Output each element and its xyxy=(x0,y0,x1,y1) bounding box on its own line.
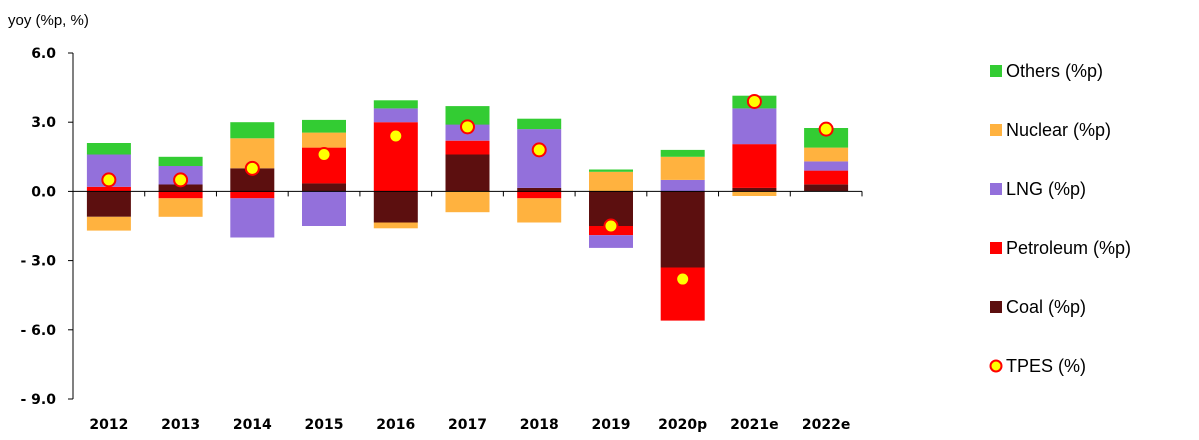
bar-petroleum-2013 xyxy=(158,191,203,199)
bar-nuclear-2021e xyxy=(732,191,777,196)
bar-others-2018 xyxy=(517,118,562,130)
bar-lng-2016 xyxy=(373,108,418,123)
x-tick-label: 2021e xyxy=(730,417,778,433)
bar-coal-2013 xyxy=(158,184,203,192)
bar-coal-2016 xyxy=(373,191,418,223)
bar-others-2022e xyxy=(804,128,849,148)
bar-others-2014 xyxy=(230,122,275,139)
x-tick-label: 2012 xyxy=(89,417,128,433)
tpes-marker-2018 xyxy=(531,142,547,158)
bar-others-2013 xyxy=(158,156,203,166)
bar-petroleum-2014 xyxy=(230,191,275,199)
tpes-marker-2017 xyxy=(460,119,475,135)
bar-coal-2014 xyxy=(230,168,275,192)
bar-others-2017 xyxy=(445,106,490,125)
x-tick-label: 2018 xyxy=(520,417,559,433)
bar-lng-2020p xyxy=(660,179,705,192)
bar-nuclear-2017 xyxy=(445,191,490,213)
bar-lng-2014 xyxy=(230,198,275,238)
bar-nuclear-2012 xyxy=(86,216,131,231)
y-tick-label: - 9.0 xyxy=(21,392,57,408)
x-tick-label: 2022e xyxy=(802,417,850,433)
tpes-marker-2014 xyxy=(244,160,260,176)
legend-label-others: Others (%p) xyxy=(1006,61,1103,81)
bar-coal-2017 xyxy=(445,154,490,192)
bar-nuclear-2016 xyxy=(373,222,418,229)
legend-label-nuclear: Nuclear (%p) xyxy=(1006,120,1111,140)
y-tick-label: - 6.0 xyxy=(21,323,57,339)
bar-coal-2015 xyxy=(302,183,346,192)
x-tick-label: 2020p xyxy=(658,417,707,433)
tpes-marker-2015 xyxy=(316,146,332,162)
y-tick-label: 3.0 xyxy=(31,115,56,131)
bar-coal-2021e xyxy=(732,187,777,192)
legend: Others (%p) Nuclear (%p) LNG (%p) Petroleum… xyxy=(989,61,1131,376)
bar-coal-2012 xyxy=(86,191,131,217)
tpes-markers-group xyxy=(101,93,834,287)
y-tick-label: 6.0 xyxy=(31,46,56,62)
legend-swatch-nuclear xyxy=(990,124,1002,136)
tpes-marker-2020p xyxy=(675,271,691,287)
bar-others-2015 xyxy=(302,119,346,133)
tpes-marker-2013 xyxy=(173,172,189,188)
bar-petroleum-2017 xyxy=(445,140,490,155)
tpes-marker-2019 xyxy=(603,218,619,234)
x-tick-label: 2019 xyxy=(591,417,630,433)
legend-label-coal: Coal (%p) xyxy=(1006,297,1086,317)
legend-label-lng: LNG (%p) xyxy=(1006,179,1086,199)
bar-nuclear-2015 xyxy=(302,132,346,148)
x-tick-label: 2016 xyxy=(376,417,415,433)
y-axis-title: yoy (%p, %) xyxy=(8,12,89,29)
x-tick-label: 2017 xyxy=(448,417,487,433)
legend-swatch-coal xyxy=(990,301,1002,313)
legend-swatch-tpes xyxy=(989,359,1003,373)
bar-others-2020p xyxy=(660,149,705,157)
bar-lng-2021e xyxy=(732,108,777,145)
x-tick-label: 2015 xyxy=(305,417,344,433)
bar-nuclear-2013 xyxy=(158,198,203,217)
bar-lng-2018 xyxy=(517,129,562,188)
bar-nuclear-2019 xyxy=(589,171,633,192)
legend-swatch-lng xyxy=(990,183,1002,195)
bar-petroleum-2018 xyxy=(517,191,562,199)
bar-others-2016 xyxy=(373,100,418,109)
legend-label-petroleum: Petroleum (%p) xyxy=(1006,238,1131,258)
bar-nuclear-2022e xyxy=(804,147,849,162)
bar-coal-2020p xyxy=(660,191,705,268)
bar-nuclear-2020p xyxy=(660,156,705,180)
bar-others-2012 xyxy=(86,143,131,155)
tpes-marker-2012 xyxy=(101,172,117,188)
y-tick-label: 0.0 xyxy=(31,184,56,200)
bar-petroleum-2021e xyxy=(732,144,777,188)
tpes-marker-2021e xyxy=(746,93,762,109)
bar-nuclear-2018 xyxy=(517,198,562,223)
legend-label-tpes: TPES (%) xyxy=(1006,356,1086,376)
legend-swatch-others xyxy=(990,65,1002,77)
bar-lng-2015 xyxy=(302,191,346,226)
tpes-marker-2022e xyxy=(818,121,834,137)
axes-group: 6.0 3.0 0.0 - 3.0 - 6.0 - 9.0 2012 2013 2014 2015… xyxy=(21,46,863,433)
bar-petroleum-2012 xyxy=(86,186,131,192)
bar-petroleum-2022e xyxy=(804,170,849,185)
bar-others-2019 xyxy=(589,169,633,172)
x-tick-label: 2014 xyxy=(233,417,272,433)
tpes-marker-2016 xyxy=(388,128,404,144)
y-tick-label: - 3.0 xyxy=(21,254,57,270)
bar-lng-2022e xyxy=(804,161,849,171)
legend-swatch-petroleum xyxy=(990,242,1002,254)
bar-coal-2018 xyxy=(517,187,562,192)
bar-lng-2019 xyxy=(589,235,633,248)
bar-coal-2022e xyxy=(804,184,849,192)
x-tick-label: 2013 xyxy=(161,417,200,433)
